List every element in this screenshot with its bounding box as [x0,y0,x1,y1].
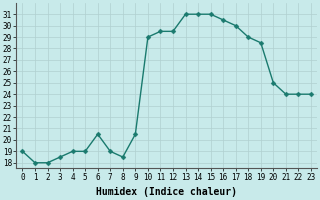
X-axis label: Humidex (Indice chaleur): Humidex (Indice chaleur) [96,187,237,197]
